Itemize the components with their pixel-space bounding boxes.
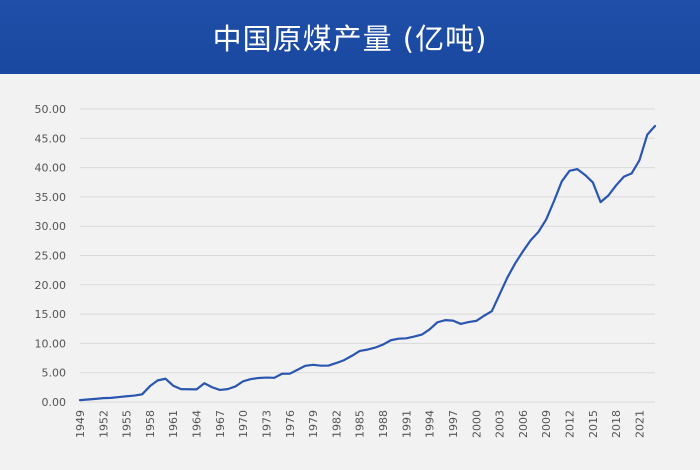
- x-tick-label: 1991: [400, 410, 413, 438]
- x-tick-label: 2000: [470, 410, 483, 438]
- line-chart: 0.00 5.00 10.00 15.00 20.00 25.00 30.00 35.00 40…: [35, 103, 657, 438]
- x-tick-label: 2018: [610, 410, 623, 438]
- x-tick-label: 2009: [540, 410, 553, 438]
- y-tick-label: 25.00: [35, 250, 67, 263]
- y-tick-label: 20.00: [35, 279, 67, 292]
- series-line: [78, 124, 657, 402]
- x-tick-label: 2003: [494, 410, 507, 438]
- x-tick-label: 1970: [237, 410, 250, 438]
- x-tick-label: 1949: [74, 410, 87, 438]
- x-tick-label: 1976: [284, 410, 297, 438]
- x-tick-label: 2021: [633, 410, 646, 438]
- x-tick-label: 1982: [330, 410, 343, 438]
- x-tick-label: 1952: [97, 410, 110, 438]
- header-banner: 中国原煤产量 (亿吨): [0, 0, 700, 74]
- x-tick-label: 2006: [517, 410, 530, 438]
- x-tick-label: 2012: [564, 410, 577, 438]
- y-tick-label: 0.00: [42, 396, 67, 409]
- y-tick-label: 45.00: [35, 132, 67, 145]
- x-tick-label: 1985: [354, 410, 367, 438]
- x-tick-label: 1961: [167, 410, 180, 438]
- x-tick-label: 1979: [307, 410, 320, 438]
- y-tick-label: 5.00: [42, 367, 67, 380]
- x-tick-label: 1955: [121, 410, 134, 438]
- page-title: 中国原煤产量 (亿吨): [212, 22, 488, 56]
- y-tick-label: 30.00: [35, 220, 67, 233]
- y-tick-label: 50.00: [35, 103, 67, 116]
- y-tick-label: 35.00: [35, 191, 67, 204]
- x-tick-label: 1973: [260, 410, 273, 438]
- x-tick-label: 2015: [587, 410, 600, 438]
- y-tick-label: 40.00: [35, 162, 67, 175]
- x-tick-label: 1988: [377, 410, 390, 438]
- chart-area: 0.00 5.00 10.00 15.00 20.00 25.00 30.00 35.00 40…: [0, 74, 700, 466]
- y-tick-label: 10.00: [35, 337, 67, 350]
- x-tick-label: 1997: [447, 410, 460, 438]
- x-tick-label: 1958: [144, 410, 157, 438]
- x-tick-label: 1967: [214, 410, 227, 438]
- x-tick-label: 1994: [424, 410, 437, 438]
- y-tick-label: 15.00: [35, 308, 67, 321]
- x-tick-label: 1964: [191, 410, 204, 438]
